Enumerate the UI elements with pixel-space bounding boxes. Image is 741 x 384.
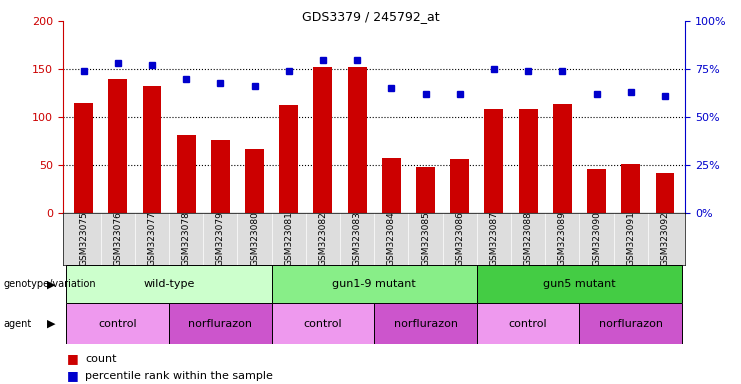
Bar	[656, 173, 674, 213]
Text: GSM323088: GSM323088	[524, 212, 533, 266]
Text: GSM323076: GSM323076	[113, 212, 122, 266]
Text: percentile rank within the sample: percentile rank within the sample	[85, 371, 273, 381]
Text: genotype/variation: genotype/variation	[4, 279, 96, 289]
Text: GSM323081: GSM323081	[285, 212, 293, 266]
Text: ▶: ▶	[47, 318, 56, 329]
Bar	[176, 136, 196, 213]
Text: GSM323090: GSM323090	[592, 212, 601, 266]
Bar	[272, 303, 374, 344]
Text: GSM323082: GSM323082	[319, 212, 328, 266]
Text: GSM323077: GSM323077	[147, 212, 156, 266]
Text: norflurazon: norflurazon	[188, 318, 252, 329]
Bar	[476, 303, 579, 344]
Bar	[211, 140, 230, 213]
Text: GSM323079: GSM323079	[216, 212, 225, 266]
Text: GSM323084: GSM323084	[387, 212, 396, 266]
Bar	[382, 159, 401, 213]
Bar	[169, 303, 272, 344]
Bar	[476, 265, 682, 303]
Bar	[279, 104, 298, 213]
Bar	[348, 67, 367, 213]
Bar	[67, 265, 272, 303]
Bar	[313, 67, 332, 213]
Text: count: count	[85, 354, 117, 364]
Bar	[272, 265, 476, 303]
Text: ■: ■	[67, 369, 79, 382]
Bar	[67, 303, 169, 344]
Bar	[587, 169, 606, 213]
Text: GSM323092: GSM323092	[660, 212, 669, 266]
Text: GDS3379 / 245792_at: GDS3379 / 245792_at	[302, 10, 439, 23]
Text: GSM323083: GSM323083	[353, 212, 362, 266]
Bar	[519, 109, 537, 213]
Bar	[416, 167, 435, 213]
Text: GSM323086: GSM323086	[455, 212, 464, 266]
Text: GSM323078: GSM323078	[182, 212, 190, 266]
Text: ■: ■	[67, 353, 79, 366]
Bar	[485, 109, 503, 213]
Text: gun1-9 mutant: gun1-9 mutant	[332, 279, 416, 289]
Text: GSM323089: GSM323089	[558, 212, 567, 266]
Text: control: control	[304, 318, 342, 329]
Text: wild-type: wild-type	[143, 279, 195, 289]
Text: GSM323080: GSM323080	[250, 212, 259, 266]
Bar	[374, 303, 476, 344]
Bar	[142, 86, 162, 213]
Text: control: control	[509, 318, 548, 329]
Bar	[74, 103, 93, 213]
Text: ▶: ▶	[47, 279, 56, 289]
Bar	[245, 149, 264, 213]
Text: gun5 mutant: gun5 mutant	[543, 279, 616, 289]
Bar	[451, 159, 469, 213]
Bar	[553, 104, 572, 213]
Bar	[108, 79, 127, 213]
Text: norflurazon: norflurazon	[599, 318, 662, 329]
Bar	[621, 164, 640, 213]
Text: norflurazon: norflurazon	[393, 318, 457, 329]
Bar	[579, 303, 682, 344]
Text: control: control	[99, 318, 137, 329]
Text: agent: agent	[4, 318, 32, 329]
Text: GSM323087: GSM323087	[489, 212, 499, 266]
Text: GSM323075: GSM323075	[79, 212, 88, 266]
Text: GSM323091: GSM323091	[626, 212, 635, 266]
Text: GSM323085: GSM323085	[421, 212, 430, 266]
